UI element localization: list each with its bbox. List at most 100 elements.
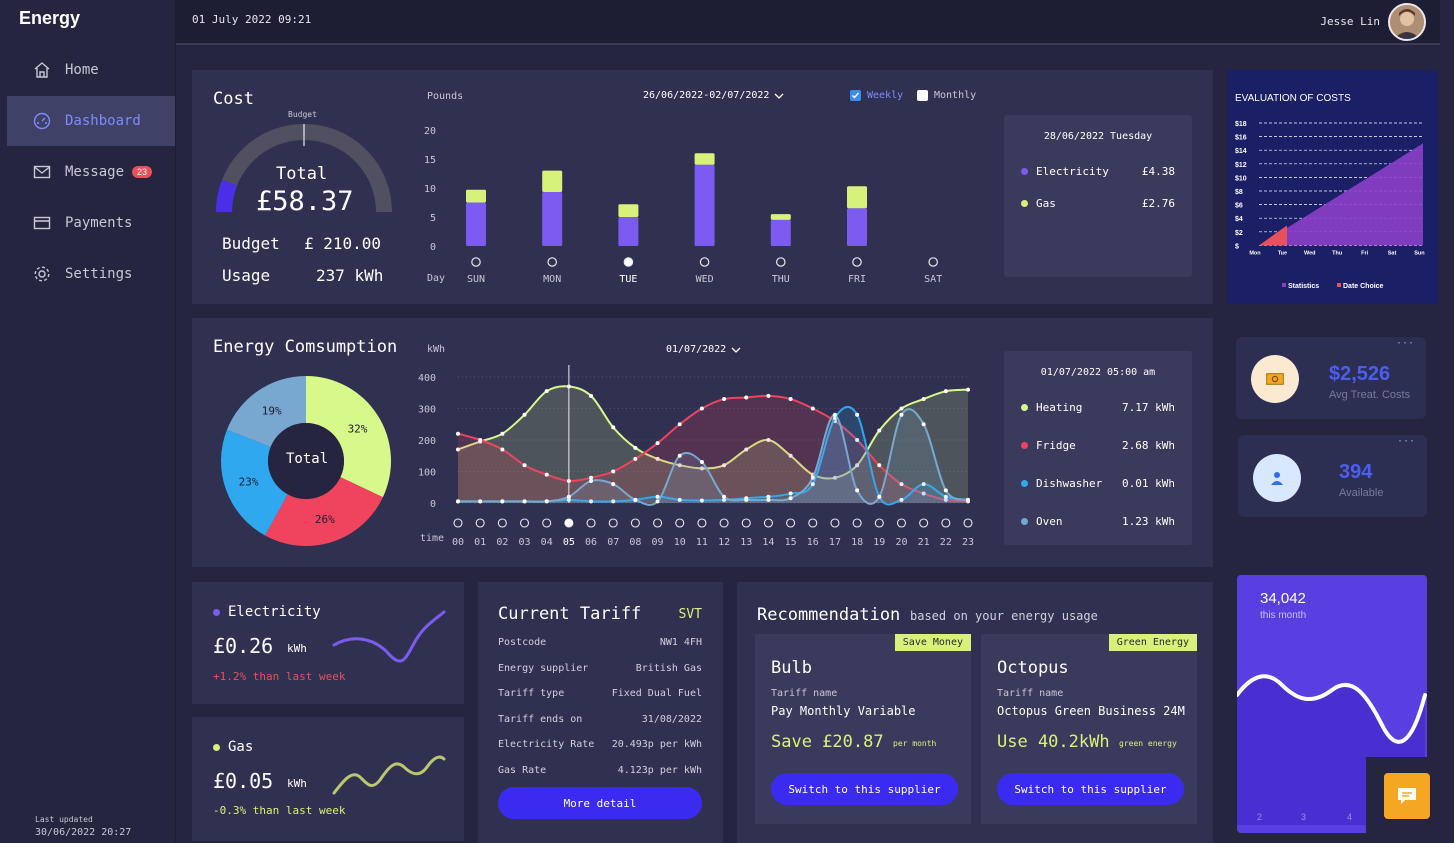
switch-supplier-button[interactable]: Switch to this supplier xyxy=(771,773,958,805)
point-dishwasher xyxy=(722,497,727,502)
eval-y-tick: $10 xyxy=(1235,175,1247,182)
point-heating xyxy=(611,425,616,430)
x-tick-label: MON xyxy=(543,274,561,285)
point-heating xyxy=(456,447,460,452)
point-heating xyxy=(766,438,771,442)
point-fridge xyxy=(766,393,771,398)
chat-fab-container xyxy=(1366,757,1439,843)
x-tick-label: 00 xyxy=(452,537,464,548)
dashboard-icon xyxy=(33,112,51,130)
more-icon[interactable]: ··· xyxy=(1396,436,1415,447)
electricity-price: £0.26 xyxy=(213,634,274,658)
recommendation-panel: Recommendation based on your energy usag… xyxy=(737,582,1213,843)
point-fridge xyxy=(855,438,860,442)
more-icon[interactable]: ··· xyxy=(1395,338,1414,349)
consumption-detail-value: 1.23 kWh xyxy=(1122,515,1175,528)
chat-button[interactable] xyxy=(1384,773,1430,819)
nav-item-settings[interactable]: Settings xyxy=(7,249,175,299)
cost-detail-date: 28/06/2022 Tuesday xyxy=(1043,131,1153,142)
monthly-value: 34,042 xyxy=(1260,590,1306,607)
time-marker xyxy=(542,518,552,528)
bar-electricity xyxy=(466,202,486,246)
nav-item-payments[interactable]: Payments xyxy=(7,198,175,248)
consumption-date-select[interactable]: 01/07/2022 xyxy=(666,344,742,355)
time-marker xyxy=(896,518,907,528)
time-marker xyxy=(519,518,530,528)
gear-icon xyxy=(34,266,50,282)
consumption-detail-label: Fridge xyxy=(1036,439,1076,452)
y-tick-label: 0 xyxy=(430,499,436,510)
gas-change: -0.3% than last week xyxy=(213,804,346,817)
gas-price-panel: Gas £0.05 kWh -0.3% than last week xyxy=(192,717,464,841)
time-marker xyxy=(564,518,574,528)
x-tick-label: 11 xyxy=(696,537,708,548)
usage-value: 237 kWh xyxy=(316,266,384,285)
savings-unit: green energy xyxy=(1119,739,1177,748)
time-marker xyxy=(453,518,463,528)
nav-label-home: Home xyxy=(65,62,99,78)
eval-y-tick: $18 xyxy=(1235,121,1247,128)
x-tick-label: 14 xyxy=(762,537,774,548)
time-marker xyxy=(874,518,884,528)
point-fridge xyxy=(500,447,505,452)
cost-detail-value: £2.76 xyxy=(1141,197,1175,210)
area-dishwasher xyxy=(458,406,968,505)
point-oven xyxy=(899,412,904,417)
consumption-detail-row: Dishwasher xyxy=(1021,477,1102,490)
evaluation-title: EVALUATION OF COSTS xyxy=(1235,93,1351,104)
stat-card-available: ··· 394 Available xyxy=(1238,435,1427,517)
point-oven xyxy=(633,497,638,502)
eval-x-tick: Thu xyxy=(1332,250,1342,256)
point-heating xyxy=(921,397,926,402)
time-marker xyxy=(475,518,485,528)
day-marker xyxy=(547,257,557,267)
eval-x-tick: Sun xyxy=(1414,250,1425,256)
electricity-unit: kWh xyxy=(287,642,307,655)
point-heating xyxy=(589,393,594,398)
tariff-type-badge: SVT xyxy=(678,607,702,622)
monthly-xtick: 3 xyxy=(1301,812,1307,822)
point-heating xyxy=(677,463,682,468)
monthly-xtick: 4 xyxy=(1347,812,1353,822)
tariff-row-label: Tariff ends on xyxy=(498,713,583,725)
nav-item-home[interactable]: Home xyxy=(7,45,175,95)
user-name[interactable]: Jesse Lin xyxy=(1320,15,1380,28)
point-fridge xyxy=(788,397,793,402)
x-tick-label: 05 xyxy=(563,537,575,548)
x-tick-label: 01 xyxy=(474,537,486,548)
tariff-name-label: Tariff name xyxy=(997,688,1064,699)
gas-title-text: Gas xyxy=(228,739,254,755)
electricity-change: +1.2% than last week xyxy=(213,670,346,683)
point-heating xyxy=(655,456,660,461)
avatar[interactable] xyxy=(1388,3,1426,41)
consumption-detail-label: Heating xyxy=(1036,401,1083,414)
monthly-checkbox[interactable]: Monthly xyxy=(917,90,976,101)
point-dishwasher xyxy=(810,482,815,487)
switch-supplier-button[interactable]: Switch to this supplier xyxy=(997,773,1184,805)
money-icon xyxy=(1251,355,1299,403)
time-marker xyxy=(608,518,618,528)
donut-center-label: Total xyxy=(286,451,329,467)
x-tick-label: 13 xyxy=(740,537,752,548)
current-tariff-panel: Current Tariff SVT More detail Postcode N… xyxy=(478,582,723,843)
area-oven xyxy=(458,409,968,505)
bar-electricity xyxy=(694,164,715,246)
app-logo: Energy xyxy=(19,8,81,28)
cost-date-range-select[interactable]: 26/06/2022-02/07/2022 xyxy=(643,90,785,101)
tariff-row-value: 31/08/2022 xyxy=(641,713,702,725)
donut-segment xyxy=(265,477,383,546)
point-fridge xyxy=(633,456,638,461)
nav-label-payments: Payments xyxy=(65,215,133,231)
more-detail-button[interactable]: More detail xyxy=(498,787,702,819)
point-fridge xyxy=(478,438,483,442)
point-oven xyxy=(766,497,771,502)
savings-highlight: Use 40.2kWh xyxy=(997,732,1110,752)
electricity-trend-sparkline xyxy=(332,610,446,663)
monthly-label: this month xyxy=(1260,610,1307,621)
eval-y-tick: $ xyxy=(1235,243,1239,250)
nav-item-message[interactable]: Message 23 xyxy=(7,147,175,197)
x-tick-label: 08 xyxy=(629,537,641,548)
weekly-checkbox[interactable]: Weekly xyxy=(850,90,903,101)
nav-item-dashboard[interactable]: Dashboard xyxy=(7,96,175,146)
point-fridge xyxy=(899,482,904,487)
